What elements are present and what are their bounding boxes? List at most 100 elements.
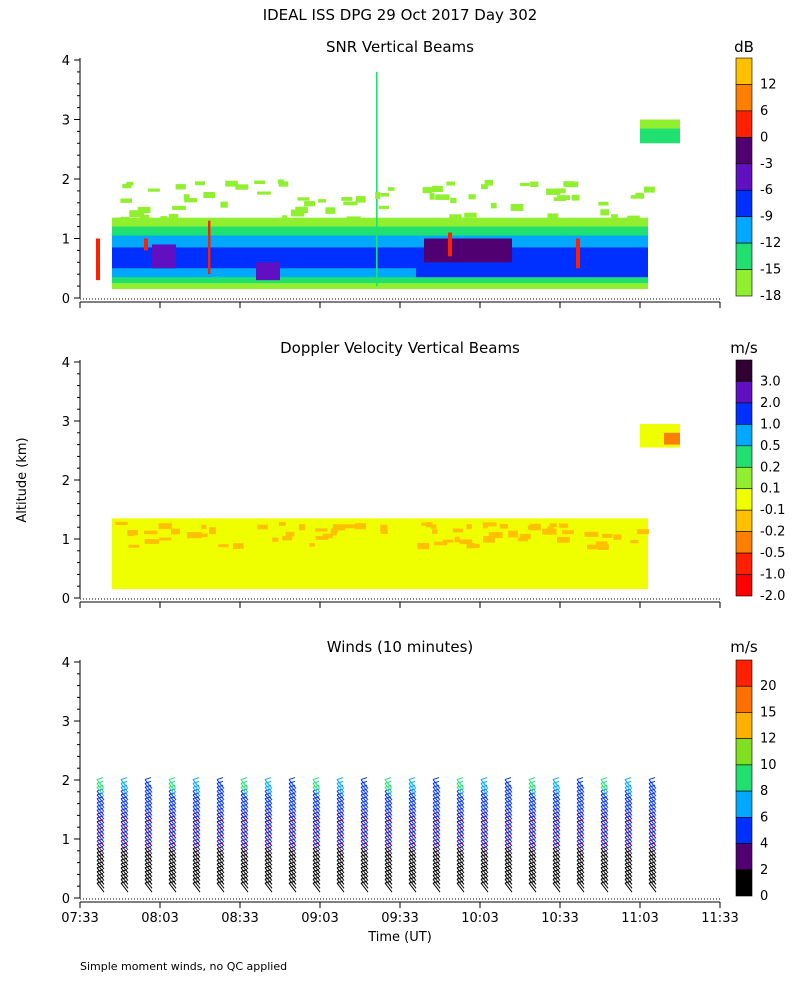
wind-barb bbox=[168, 855, 177, 866]
heatmap-cell bbox=[598, 544, 609, 551]
wind-barb bbox=[576, 878, 585, 889]
heatmap-cell bbox=[152, 244, 176, 269]
colorbar-label: 10 bbox=[760, 758, 777, 773]
wind-barb bbox=[288, 790, 297, 801]
wind-barb bbox=[336, 836, 345, 847]
wind-barb bbox=[552, 867, 561, 878]
wind-barb bbox=[528, 882, 537, 893]
wind-barb bbox=[624, 821, 633, 832]
main-title: IDEAL ISS DPG 29 Oct 2017 Day 302 bbox=[263, 6, 538, 24]
wind-barb bbox=[96, 798, 105, 809]
wind-barb bbox=[456, 855, 465, 866]
wind-barb bbox=[432, 840, 441, 851]
x-tick-label: 09:33 bbox=[381, 911, 418, 926]
heatmap-cell bbox=[448, 232, 452, 257]
wind-barb bbox=[624, 848, 633, 858]
wind-barb-flag bbox=[216, 780, 224, 784]
wind-barb bbox=[288, 783, 297, 793]
wind-barb bbox=[288, 840, 297, 851]
winds-axes: 0 1 2 3 4 bbox=[62, 656, 721, 908]
heatmap-cell bbox=[431, 185, 443, 192]
wind-barb bbox=[192, 809, 201, 820]
wind-barb bbox=[336, 794, 345, 805]
wind-barb bbox=[480, 794, 489, 805]
wind-barb bbox=[528, 817, 537, 828]
wind-barb bbox=[576, 809, 585, 820]
wind-barb bbox=[240, 798, 249, 809]
wind-barb bbox=[120, 783, 129, 793]
wind-barb bbox=[600, 802, 609, 812]
wind-barb bbox=[240, 817, 249, 828]
wind-barb bbox=[192, 829, 201, 839]
wind-barb bbox=[120, 859, 129, 870]
heatmap-cell bbox=[595, 541, 608, 545]
wind-barb bbox=[336, 859, 345, 870]
heatmap-cell bbox=[144, 238, 148, 251]
wind-barb bbox=[120, 844, 129, 855]
wind-barb bbox=[96, 786, 105, 797]
colorbar-label: -9 bbox=[760, 210, 773, 225]
wind-barb bbox=[624, 878, 633, 889]
wind-barb bbox=[216, 786, 225, 797]
wind-barb bbox=[120, 790, 129, 801]
wind-barb bbox=[312, 832, 321, 843]
colorbar-swatch bbox=[735, 712, 753, 739]
wind-barb-flag bbox=[264, 777, 272, 781]
wind-barb bbox=[216, 813, 225, 824]
wind-barb bbox=[504, 848, 513, 858]
wind-barb bbox=[120, 867, 129, 878]
heatmap-cell bbox=[484, 179, 493, 186]
colorbar-swatch bbox=[735, 189, 753, 217]
wind-barb bbox=[504, 829, 513, 839]
heatmap-cell bbox=[144, 530, 158, 535]
wind-barb bbox=[360, 783, 369, 793]
snr-axes: 0 1 2 3 4 bbox=[62, 54, 721, 308]
wind-barb bbox=[192, 848, 201, 858]
wind-barb bbox=[528, 783, 537, 793]
wind-barb bbox=[264, 878, 273, 889]
wind-barb bbox=[168, 871, 177, 881]
wind-barb bbox=[528, 859, 537, 870]
wind-barb bbox=[240, 863, 249, 874]
wind-barb bbox=[408, 817, 417, 828]
wind-barb bbox=[552, 832, 561, 843]
wind-barb bbox=[240, 802, 249, 812]
wind-barb bbox=[96, 813, 105, 824]
wind-barb bbox=[624, 840, 633, 851]
heatmap-cell bbox=[483, 535, 495, 543]
wind-barb bbox=[648, 836, 657, 847]
wind-barb bbox=[312, 855, 321, 866]
wind-barb bbox=[384, 813, 393, 824]
wind-barb bbox=[576, 871, 585, 881]
doppler-axes: 0 1 2 3 4 bbox=[62, 356, 721, 608]
wind-barb-flag bbox=[432, 777, 440, 781]
wind-barb bbox=[504, 875, 513, 885]
wind-barb bbox=[360, 844, 369, 855]
wind-barb bbox=[384, 875, 393, 885]
wind-barb bbox=[624, 794, 633, 805]
wind-barb bbox=[624, 783, 633, 793]
wind-barb bbox=[504, 836, 513, 847]
colorbar-swatch bbox=[735, 738, 753, 766]
wind-barb bbox=[264, 840, 273, 851]
wind-barb bbox=[96, 809, 105, 820]
wind-barb bbox=[552, 825, 561, 835]
wind-barb bbox=[360, 809, 369, 820]
wind-barb bbox=[240, 783, 249, 793]
wind-barb bbox=[552, 829, 561, 839]
wind-barb bbox=[504, 871, 513, 881]
heatmap-cell bbox=[627, 215, 640, 220]
wind-barb bbox=[264, 783, 273, 793]
colorbar-swatch bbox=[735, 359, 753, 382]
wind-barb bbox=[312, 806, 321, 816]
wind-barb bbox=[552, 840, 561, 851]
wind-barb bbox=[312, 871, 321, 881]
colorbar-swatch bbox=[735, 163, 753, 191]
wind-barb bbox=[312, 821, 321, 832]
wind-barb bbox=[648, 817, 657, 828]
wind-barb-flag bbox=[360, 777, 368, 781]
heatmap-cell bbox=[208, 527, 216, 535]
wind-barb bbox=[144, 852, 153, 862]
wind-barb bbox=[312, 798, 321, 809]
wind-barb bbox=[408, 878, 417, 889]
